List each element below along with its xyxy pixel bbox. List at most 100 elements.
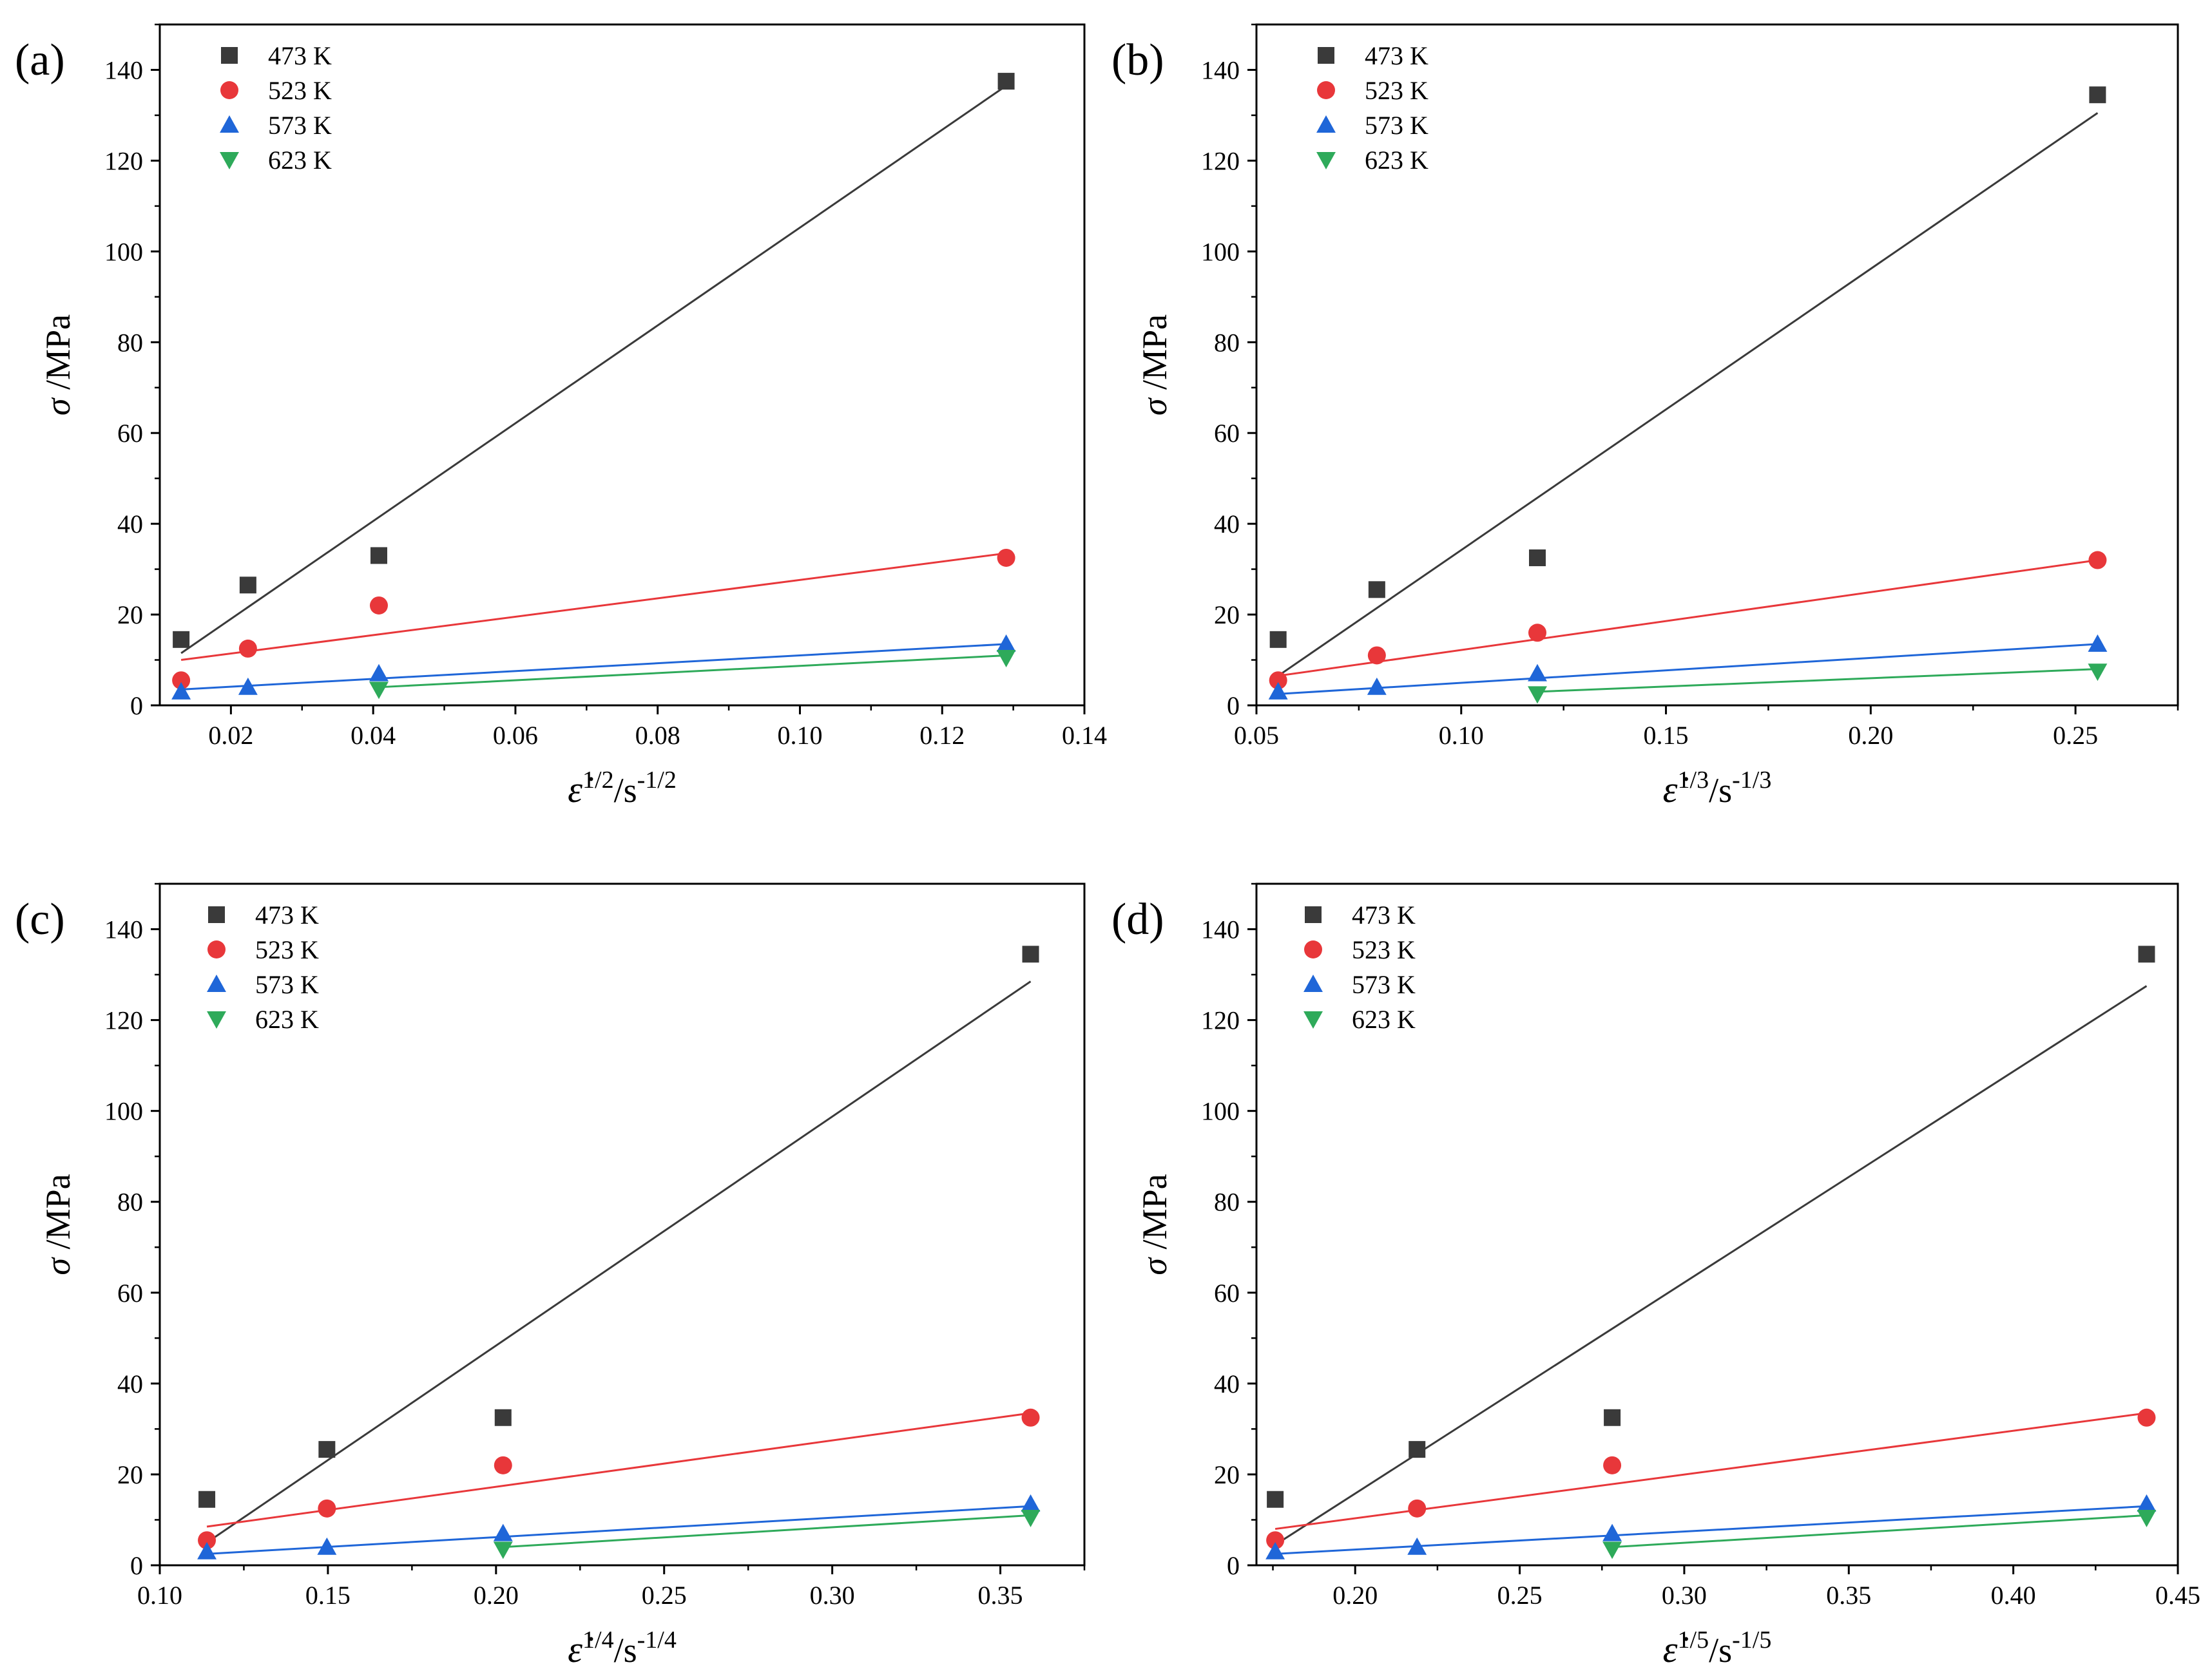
data-point-623k [1528, 686, 1547, 704]
legend-marker [1305, 906, 1322, 923]
data-point-523k [238, 639, 257, 658]
y-tick-label: 100 [1201, 1097, 1240, 1126]
y-tick-label: 100 [1201, 237, 1240, 266]
x-tick-label: 0.30 [1662, 1581, 1707, 1610]
y-tick-label: 60 [1214, 1279, 1240, 1308]
data-point-523k [997, 548, 1015, 567]
legend-marker [1303, 1011, 1323, 1029]
data-point-573k [2137, 1494, 2157, 1512]
plot-frame [1255, 23, 2179, 707]
fit-line-523k [1278, 559, 2098, 677]
y-tick-label: 0 [130, 1551, 143, 1580]
y-tick-label: 40 [117, 1369, 143, 1398]
panel-b: 0 20 40 60 80 100 120 140 0.05 0.10 0.15 0.20 0.25 47… [1111, 23, 2179, 810]
data-point-473k [1022, 946, 1039, 963]
x-tick-label: 0.35 [1826, 1581, 1871, 1610]
legend-label: 473 K [1365, 41, 1428, 70]
data-point-523k [1266, 1531, 1285, 1550]
legend-marker [207, 940, 226, 958]
fit-line-623k [378, 654, 1006, 689]
x-tick-label: 0.10 [137, 1581, 182, 1610]
legend-label: 523 K [255, 935, 319, 964]
x-tick-label: 0.25 [1497, 1581, 1543, 1610]
y-tick-label: 20 [1214, 600, 1240, 629]
data-point-473k [1409, 1441, 1426, 1458]
x-tick-label: 0.45 [2155, 1581, 2200, 1610]
x-axis-label: ε̇1/2/s-1/2 [568, 767, 677, 810]
legend-marker [220, 81, 238, 99]
fit-line-623k [1611, 1514, 2147, 1549]
x-tick-label: 0.02 [208, 721, 253, 750]
data-point-523k [1021, 1408, 1040, 1427]
data-point-623k [493, 1541, 513, 1559]
y-tick-label: 120 [1201, 146, 1240, 175]
legend-label: 523 K [1352, 935, 1416, 964]
y-tick-label: 60 [1214, 419, 1240, 448]
legend-label: 523 K [1365, 76, 1428, 105]
y-axis-label: σ /MPa [1135, 1174, 1174, 1275]
data-point-573k [1265, 1541, 1285, 1559]
x-tick-label: 0.30 [810, 1581, 855, 1610]
x-axis-label: ε̇1/5/s-1/5 [1663, 1626, 1772, 1670]
data-point-623k [1021, 1509, 1041, 1527]
panel-label: (d) [1111, 895, 1164, 944]
legend-label: 523 K [268, 76, 332, 105]
data-point-573k [171, 682, 191, 700]
fit-line-523k [1274, 1412, 2147, 1530]
data-point-473k [1368, 581, 1385, 598]
y-axis-label: σ /MPa [1135, 314, 1174, 415]
legend-marker [207, 1011, 226, 1029]
data-point-573k [369, 663, 389, 682]
fit-line-573k [1275, 1505, 2147, 1555]
legend-marker [1317, 81, 1335, 99]
legend-label: 623 K [255, 1005, 319, 1034]
panel-label: (a) [15, 35, 65, 85]
x-tick-label: 0.20 [1332, 1581, 1378, 1610]
y-tick-label: 120 [1201, 1006, 1240, 1035]
plot-frame [1255, 882, 2179, 1567]
y-tick-label: 0 [1227, 691, 1240, 720]
legend-label: 623 K [1365, 146, 1428, 175]
legend-marker [207, 975, 226, 992]
legend-marker [1304, 940, 1322, 958]
legend-label: 623 K [268, 146, 332, 175]
data-point-623k [369, 682, 389, 700]
x-axis-label: ε̇1/4/s-1/4 [568, 1626, 677, 1670]
data-point-473k [1604, 1409, 1621, 1426]
data-point-523k [1528, 624, 1546, 642]
data-point-573k [493, 1523, 513, 1541]
x-tick-label: 0.08 [635, 721, 680, 750]
y-tick-label: 60 [117, 419, 143, 448]
panel-c: 0 20 40 60 80 100 120 140 0.10 0.15 0.20 0.25 0.30 0.… [15, 882, 1086, 1670]
y-tick-label: 0 [130, 691, 143, 720]
data-point-573k [1367, 677, 1387, 695]
y-tick-label: 100 [104, 1097, 143, 1126]
fit-line-473k [180, 84, 1007, 654]
data-point-523k [1367, 646, 1386, 665]
data-point-623k [2137, 1509, 2157, 1527]
x-tick-label: 0.05 [1234, 721, 1279, 750]
data-point-523k [198, 1531, 216, 1550]
data-point-523k [494, 1456, 512, 1474]
x-tick-label: 0.25 [642, 1581, 687, 1610]
data-point-473k [997, 73, 1015, 90]
data-point-523k [318, 1499, 336, 1518]
y-tick-label: 80 [1214, 1188, 1240, 1217]
y-tick-label: 80 [117, 328, 143, 357]
data-point-623k [996, 650, 1016, 667]
legend-label: 473 K [255, 901, 319, 930]
y-tick-label: 20 [117, 600, 143, 629]
legend-label: 473 K [1352, 901, 1416, 930]
panel-label: (c) [15, 895, 65, 944]
y-tick-label: 100 [104, 237, 143, 266]
fit-line-523k [180, 552, 1006, 662]
panel-label: (b) [1111, 35, 1164, 85]
data-point-523k [2088, 551, 2107, 569]
data-point-473k [370, 547, 387, 564]
fit-line-573k [1278, 643, 2098, 695]
x-tick-label: 0.06 [493, 721, 538, 750]
x-tick-label: 0.40 [1991, 1581, 2036, 1610]
data-point-473k [318, 1441, 336, 1458]
legend-marker [1303, 975, 1323, 992]
plot-frame [159, 882, 1086, 1567]
